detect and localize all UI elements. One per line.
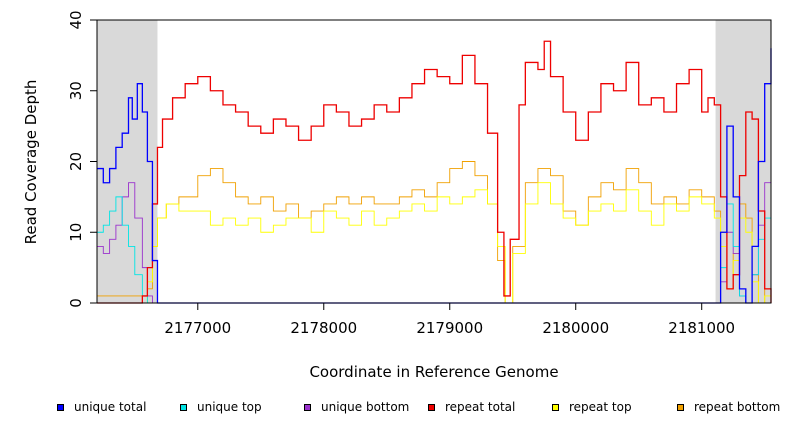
legend-item-repeat-bottom: repeat bottom [677,400,780,414]
legend-swatch [428,403,435,411]
legend-item-repeat-total: repeat total [428,400,515,414]
series-line-repeat-bottom [97,161,772,304]
series-line-repeat-total [97,40,772,304]
plot-frame [96,19,772,304]
y-tick-label: 10 [67,223,85,242]
legend-swatch [57,403,64,411]
legend-item-unique-top: unique top [180,400,262,414]
y-tick-label: 0 [67,298,85,308]
y-tick-label: 40 [67,10,85,29]
legend-label: unique total [74,400,147,414]
legend-label: repeat total [445,400,516,414]
x-tick-label: 2179000 [416,319,483,337]
y-axis-title: Read Coverage Depth [22,80,40,245]
legend-item-unique-bottom: unique bottom [304,400,409,414]
legend-item-repeat-top: repeat top [552,400,632,414]
series-lines [97,40,772,304]
legend: unique total unique top unique bottom re… [0,400,792,418]
legend-label: unique top [197,400,262,414]
legend-swatch [180,403,187,411]
legend-swatch [552,403,559,411]
y-axis: 0 10 20 30 40 [67,10,97,308]
x-axis: 2177000 2178000 2179000 2180000 2181000 [164,303,735,337]
y-tick-label: 30 [67,81,85,100]
x-axis-title: Coordinate in Reference Genome [309,363,558,381]
legend-item-unique-total: unique total [57,400,146,414]
shaded-regions [97,20,771,303]
x-tick-label: 2177000 [164,319,231,337]
series-line-unique-top [97,196,772,304]
x-tick-label: 2178000 [290,319,357,337]
legend-label: repeat bottom [694,400,781,414]
legend-label: repeat top [569,400,632,414]
series-line-repeat-top [97,182,772,304]
x-tick-label: 2180000 [542,319,609,337]
x-tick-label: 2181000 [668,319,735,337]
legend-swatch [677,403,684,411]
legend-label: unique bottom [321,400,410,414]
legend-swatch [304,403,311,411]
y-tick-label: 20 [67,152,85,171]
